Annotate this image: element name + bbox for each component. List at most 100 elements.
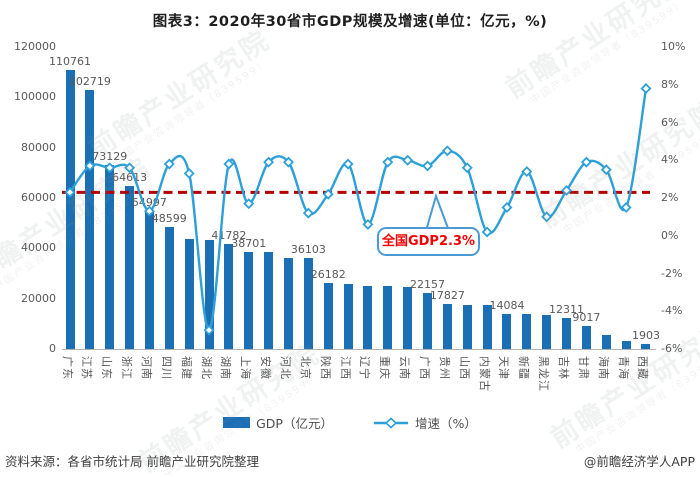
bar-value-label: 110761 [49,55,91,69]
y-axis-tick: 100000 [14,90,56,104]
bar-value-label: 102719 [68,75,111,89]
bar-value-label: 54997 [131,195,167,209]
growth-marker-云南 [402,154,414,166]
gdp-bar-重庆 [383,286,393,349]
y-axis-tick: 80000 [21,140,56,154]
gdp-bar-内蒙古 [482,305,492,349]
gdp-bar-广东 [65,70,75,349]
growth-marker-安徽 [263,156,275,168]
growth-marker-广西 [422,160,433,172]
x-axis-label-河北: 河北 [278,356,292,380]
growth-marker-河北 [283,156,294,168]
gdp-bar-江西 [343,284,353,349]
x-axis-label-山东: 山东 [100,356,114,380]
x-axis-label-贵州: 贵州 [437,356,451,380]
gdp-bar-贵州 [442,304,452,349]
pct-axis-tick: -4% [661,304,683,318]
x-axis-label-安徽: 安徽 [259,356,273,380]
growth-marker-黑龙江 [541,211,553,223]
bar-value-label: 64613 [112,171,148,185]
growth-marker-吉林 [561,184,573,196]
x-axis-label-重庆: 重庆 [378,356,392,380]
x-axis-label-内蒙古: 内蒙古 [477,356,491,392]
x-axis-label-吉林: 吉林 [557,356,571,380]
bar-value-label: 73129 [92,149,128,163]
x-axis-label-辽宁: 辽宁 [358,356,372,380]
growth-marker-贵州 [441,145,453,157]
gdp-bar-辽宁 [363,285,373,349]
growth-marker-江西 [342,158,354,170]
x-axis-label-陕西: 陕西 [318,356,332,380]
x-axis-label-海南: 海南 [596,356,610,380]
x-axis-label-广东: 广东 [60,356,74,380]
x-axis-label-浙江: 浙江 [120,356,134,380]
x-axis-label-湖北: 湖北 [199,356,213,380]
x-axis-label-青海: 青海 [616,356,630,380]
growth-marker-山西 [461,162,473,174]
bar-value-label: 48599 [151,211,187,225]
legend-item-growth: 增速（%） [373,413,477,432]
growth-marker-福建 [183,167,195,179]
x-axis-label-江西: 江西 [338,356,352,380]
gdp-bar-黑龙江 [542,314,552,349]
x-axis-label-湖南: 湖南 [219,356,233,380]
x-axis-label-四川: 四川 [159,356,173,380]
growth-marker-西藏 [640,83,652,94]
pct-axis-tick: 6% [661,115,679,129]
growth-marker-天津 [501,201,513,213]
pct-axis-tick: 0% [661,228,679,242]
legend-growth-label: 增速（%） [414,416,477,431]
gdp-bar-河北 [283,257,293,349]
gdp-bar-吉林 [562,318,572,349]
national-gdp-annotation: 全国GDP2.3% [377,227,480,256]
brand-note: @前瞻经济学人APP [583,454,695,469]
bar-value-label: 14084 [489,298,525,312]
gdp-bar-云南 [403,287,413,349]
legend-gdp-label: GDP（亿元） [256,416,333,431]
x-axis-label-广西: 广西 [418,356,432,380]
gdp-bar-福建 [184,238,194,349]
gdp-bar-新疆 [522,314,532,349]
x-axis-label-河南: 河南 [139,356,153,380]
x-axis-label-云南: 云南 [398,356,412,380]
source-note: 资料来源：各省市统计局 前瞻产业研究院整理 [5,454,259,469]
gdp-bar-上海 [244,251,254,349]
x-axis-label-西藏: 西藏 [636,356,650,380]
x-axis-line [62,349,656,350]
growth-marker-北京 [302,207,314,219]
growth-marker-重庆 [382,156,394,168]
gdp-bar-青海 [621,341,631,349]
growth-marker-上海 [243,198,255,210]
pct-axis-tick: 10% [661,40,686,53]
gdp-bar-山西 [462,304,472,349]
chart-title: 图表3：2020年30省市GDP规模及增速(单位：亿元，%) [152,14,548,30]
growth-marker-陕西 [322,188,334,200]
y-axis-tick: 0 [49,342,56,355]
x-axis-label-新疆: 新疆 [517,356,531,380]
bar-value-label: 36103 [290,243,326,257]
growth-marker-海南 [600,164,612,176]
y-axis-tick: 40000 [21,241,56,255]
gdp-bar-海南 [601,335,611,349]
bar-value-label: 17827 [429,289,465,303]
y-axis-tick: 20000 [21,291,56,305]
x-axis-label-天津: 天津 [497,356,511,380]
pct-axis-tick: 8% [661,77,679,91]
x-axis-label-北京: 北京 [298,356,312,380]
gdp-bar-西藏 [641,344,651,349]
gdp-bar-swatch-icon [223,417,251,428]
annotation-pointer [424,192,451,232]
growth-marker-湖南 [223,158,235,170]
y-axis-tick: 60000 [21,191,56,204]
growth-line-swatch-icon [373,416,408,429]
gdp-bar-安徽 [264,251,274,349]
growth-marker-辽宁 [362,218,374,230]
x-axis-label-福建: 福建 [179,356,193,380]
y-axis-tick: 120000 [14,40,56,53]
x-axis-label-山西: 山西 [457,356,471,380]
gdp-bar-江苏 [85,90,95,349]
gdp-bar-山东 [105,164,115,349]
pct-axis-tick: 4% [661,153,679,167]
growth-line-path [69,88,648,332]
